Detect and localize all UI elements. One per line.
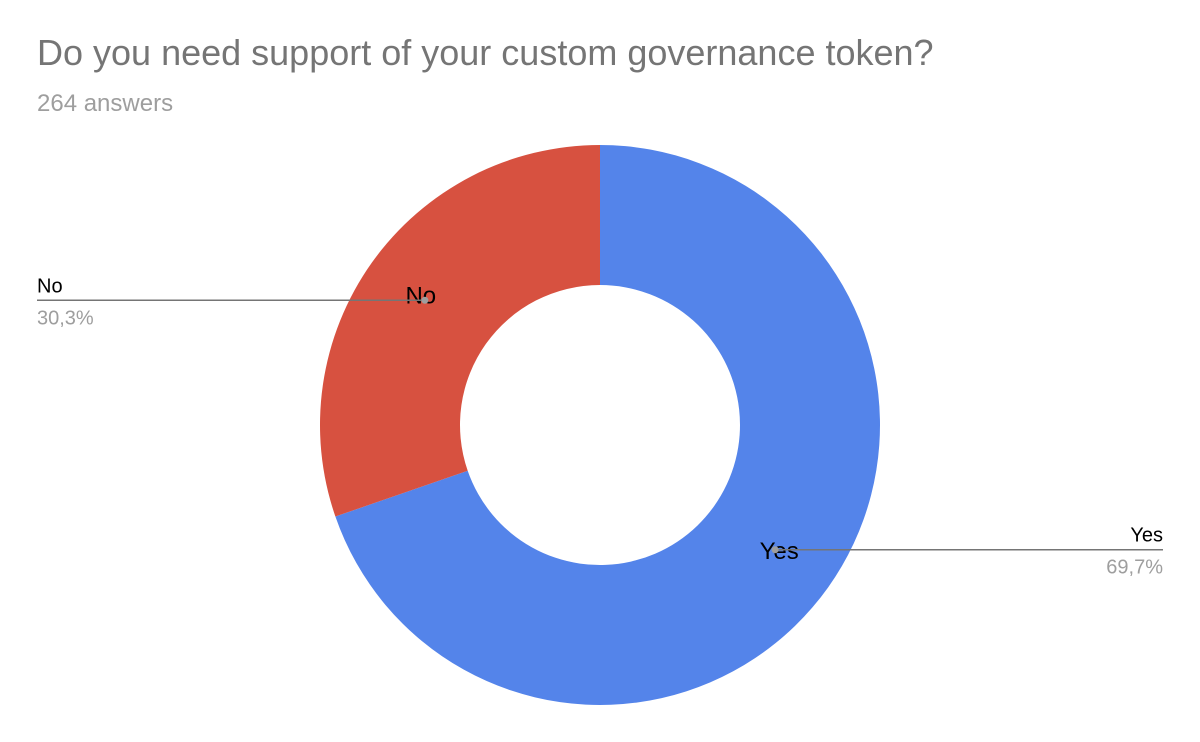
leader-dot-yes bbox=[771, 546, 779, 554]
outer-percent-no: 30,3% bbox=[37, 307, 94, 329]
slice-no bbox=[319, 145, 600, 517]
outer-label-yes: Yes bbox=[1130, 525, 1163, 547]
donut-labels: Yes Yes 69,7% No No 30,3% bbox=[37, 275, 1163, 579]
slice-yes bbox=[335, 145, 880, 705]
chart-subtitle: 264 answers bbox=[37, 90, 174, 117]
leader-dot-no bbox=[421, 296, 429, 304]
outer-label-no: No bbox=[37, 275, 63, 297]
slice-label-no: No bbox=[405, 283, 436, 310]
donut-slices bbox=[319, 145, 880, 705]
slice-label-yes: Yes bbox=[760, 538, 799, 565]
outer-percent-yes: 69,7% bbox=[1106, 557, 1163, 579]
chart-title: Do you need support of your custom gover… bbox=[37, 32, 934, 73]
